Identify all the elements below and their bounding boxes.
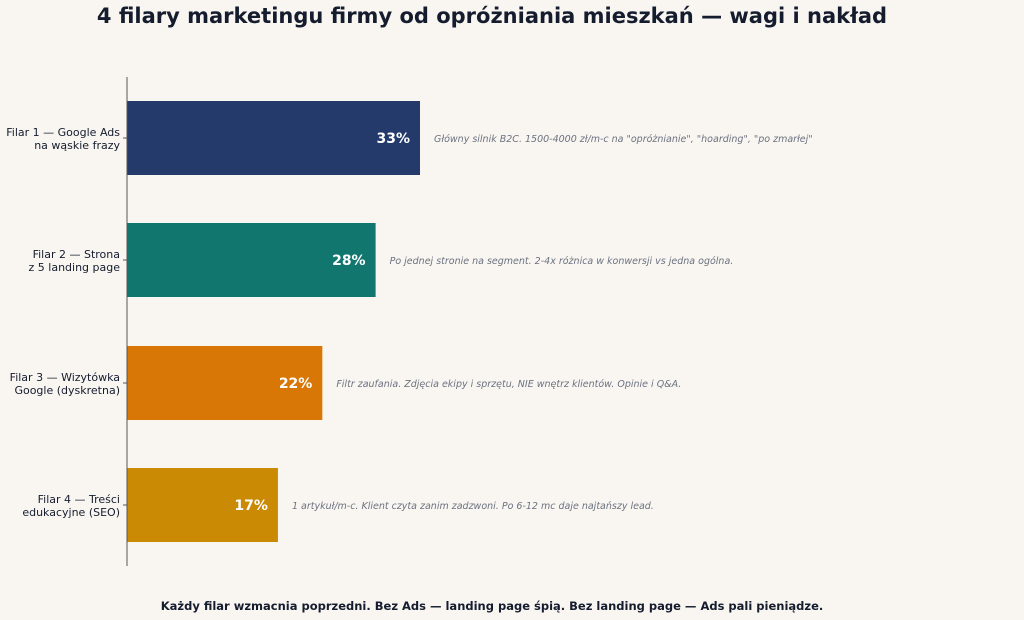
bar-2 bbox=[127, 223, 376, 297]
bars-group: Filar 1 — Google Ads na wąskie frazy 33% Gł… bbox=[6, 101, 813, 542]
category-label-4: Filar 4 — Treści edukacyjne (SEO) bbox=[22, 493, 120, 519]
category-label-3: Filar 3 — Wizytówka Google (dyskretna) bbox=[10, 371, 120, 397]
category-label-2: Filar 2 — Strona z 5 landing page bbox=[29, 248, 121, 274]
bar-3 bbox=[127, 346, 323, 420]
category-label-1: Filar 1 — Google Ads na wąskie frazy bbox=[6, 126, 120, 152]
bar-1 bbox=[127, 101, 420, 175]
value-label-1: 33% bbox=[376, 131, 410, 147]
value-label-2: 28% bbox=[332, 253, 366, 269]
annotation-3: Filtr zaufania. Zdjęcia ekipy i sprzętu,… bbox=[336, 379, 681, 390]
annotation-1: Główny silnik B2C. 1500-4000 zł/m-c na "… bbox=[434, 134, 813, 145]
chart-footer-note: Każdy filar wzmacnia poprzedni. Bez Ads … bbox=[160, 599, 824, 613]
bar-4 bbox=[127, 468, 278, 542]
chart-title: 4 filary marketingu firmy od opróżniania… bbox=[96, 4, 888, 28]
value-label-4: 17% bbox=[234, 498, 268, 514]
value-label-3: 22% bbox=[279, 376, 313, 392]
annotation-4: 1 artykuł/m-c. Klient czyta zanim zadzwo… bbox=[292, 501, 654, 512]
annotation-2: Po jednej stronie na segment. 2-4x różni… bbox=[390, 256, 734, 267]
